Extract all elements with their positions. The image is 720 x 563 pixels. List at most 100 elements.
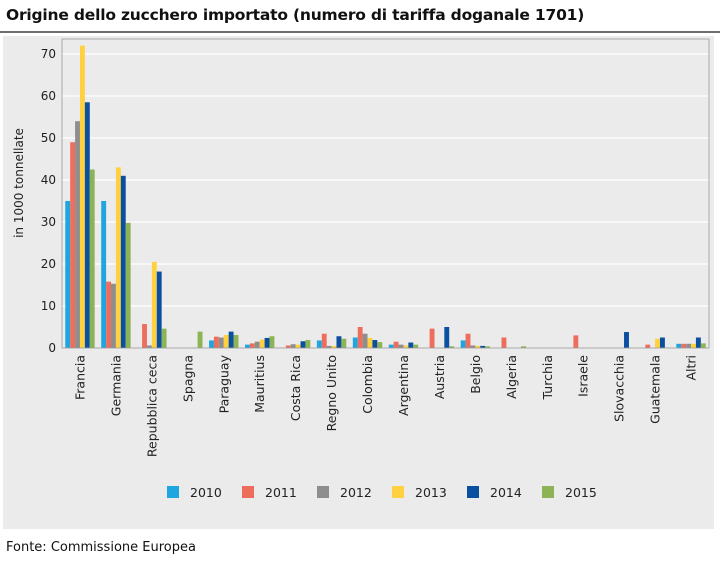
bar xyxy=(70,142,76,348)
bar xyxy=(106,281,112,348)
bar xyxy=(357,327,363,348)
bar xyxy=(403,345,409,348)
bar xyxy=(429,328,435,348)
legend: 2010 2011 2012 2013 2014 2015 xyxy=(167,485,597,500)
y-tick-label: 10 xyxy=(41,299,56,313)
bar xyxy=(352,337,358,348)
bar xyxy=(655,338,660,348)
bar xyxy=(84,102,90,348)
bar xyxy=(501,337,507,348)
bar xyxy=(89,169,95,348)
title-divider xyxy=(0,31,720,33)
bar xyxy=(300,341,306,348)
bar xyxy=(218,337,224,348)
x-tick-label: Argentina xyxy=(396,355,411,416)
bar xyxy=(316,340,322,348)
bar xyxy=(75,121,80,348)
bar xyxy=(79,45,85,348)
bar xyxy=(521,346,527,348)
bar xyxy=(336,336,342,348)
x-tick-label: Costa Rica xyxy=(288,355,303,421)
x-tick-label: Turchia xyxy=(540,355,555,400)
bar xyxy=(413,344,419,348)
legend-label: 2010 xyxy=(190,485,222,500)
bar xyxy=(480,345,486,348)
bar xyxy=(290,344,296,348)
y-tick-label: 40 xyxy=(41,173,56,187)
bar xyxy=(156,271,162,348)
bar xyxy=(398,344,404,348)
bar xyxy=(142,324,147,348)
x-tick-label: Mauritius xyxy=(252,355,267,413)
y-tick-label: 50 xyxy=(41,131,56,145)
x-tick-label: Colombia xyxy=(360,355,375,414)
bar xyxy=(161,328,167,348)
bar xyxy=(341,338,347,348)
bar xyxy=(209,340,214,348)
bar xyxy=(388,344,394,348)
bar xyxy=(65,201,71,348)
y-axis-label: in 1000 tonnellate xyxy=(12,128,26,238)
axes xyxy=(61,38,710,349)
legend-swatch xyxy=(317,486,329,498)
bar xyxy=(470,345,476,348)
bar xyxy=(362,333,368,348)
bar xyxy=(249,343,255,348)
bar xyxy=(321,333,327,348)
bar xyxy=(393,341,399,348)
x-tick-label: Francia xyxy=(72,355,87,400)
legend-label: 2015 xyxy=(565,485,597,500)
source-note: Fonte: Commissione Europea xyxy=(6,540,196,555)
x-tick-label: Regno Unito xyxy=(324,355,339,431)
y-tick-label: 20 xyxy=(41,257,56,271)
bar xyxy=(700,343,706,348)
bar xyxy=(624,332,629,348)
bar xyxy=(695,337,701,348)
x-tick-label: Israele xyxy=(576,355,591,397)
bar xyxy=(223,334,229,348)
x-tick-label: Altri xyxy=(684,355,699,381)
bar xyxy=(645,344,651,348)
bar xyxy=(233,334,239,348)
legend-label: 2012 xyxy=(340,485,372,500)
legend-swatch xyxy=(242,486,254,498)
legend-swatch xyxy=(467,486,479,498)
x-tick-label: Paraguay xyxy=(216,354,231,413)
bar xyxy=(244,344,250,348)
legend-label: 2014 xyxy=(490,485,522,500)
bar xyxy=(101,201,107,348)
x-tick-label: Germania xyxy=(108,355,123,416)
bar xyxy=(573,335,579,348)
x-tick-label: Spagna xyxy=(180,355,195,402)
plot-frame xyxy=(61,38,710,349)
bars xyxy=(65,45,706,348)
x-tick-label: Austria xyxy=(432,355,447,399)
bar xyxy=(367,337,373,348)
x-tick-label: Guatemala xyxy=(648,355,663,424)
bar xyxy=(326,345,332,348)
bar xyxy=(254,341,260,348)
bar xyxy=(691,343,696,348)
gridlines xyxy=(62,53,709,307)
bar xyxy=(444,327,450,348)
bar xyxy=(372,340,378,348)
bar xyxy=(146,345,152,348)
bar xyxy=(676,343,682,348)
legend-label: 2011 xyxy=(265,485,297,500)
bar xyxy=(475,345,481,348)
x-tick-label: Algeria xyxy=(504,355,519,399)
bar xyxy=(460,340,466,348)
bar xyxy=(686,343,692,348)
bar xyxy=(125,222,131,348)
bar xyxy=(465,333,471,348)
legend-swatch xyxy=(392,486,404,498)
legend-label: 2013 xyxy=(415,485,447,500)
bar xyxy=(659,337,665,348)
bar xyxy=(115,167,121,348)
bar xyxy=(120,175,126,348)
bar xyxy=(264,337,270,348)
bar xyxy=(681,343,687,348)
bar xyxy=(377,342,383,348)
bar xyxy=(151,261,157,348)
